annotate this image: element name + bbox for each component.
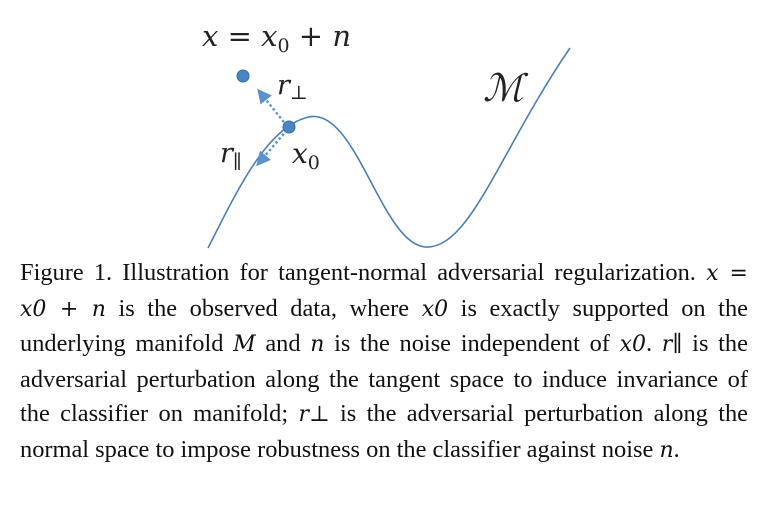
caption-text-6: is the adversarial perturbation along th… <box>20 330 748 428</box>
caption-eq: x = x0 + n <box>20 261 748 322</box>
caption-text-8: . <box>673 435 680 463</box>
caption-text-3: and <box>265 330 301 358</box>
caption-rperp: r⊥ <box>298 402 330 428</box>
noisy-point <box>236 69 250 83</box>
caption-text-1: is the observed data, where <box>118 294 410 322</box>
caption-x0b: x0 <box>619 332 646 358</box>
caption-text-7: is the adversarial perturbation along th… <box>20 400 748 463</box>
r-perp-arrow <box>257 88 288 127</box>
caption-n: n <box>310 332 325 358</box>
caption-manifold: M <box>233 332 256 358</box>
r-perp-label: r⊥ <box>277 70 308 104</box>
manifold-label: ℳ <box>483 66 529 110</box>
x0-label: x0 <box>292 137 320 174</box>
r-parallel-label: r∥ <box>220 138 242 173</box>
caption-title: Illustration for tangent-normal adversar… <box>122 259 696 286</box>
caption-text-4: is the noise independent of <box>334 330 610 358</box>
caption-x0: x0 <box>421 296 449 322</box>
caption-text-2: is exactly supported on the underlying m… <box>20 294 748 358</box>
r-parallel-arrow <box>256 129 288 167</box>
caption-n2: n <box>659 437 674 463</box>
caption-text-5: . <box>646 330 653 358</box>
caption-rpar: r∥ <box>661 332 683 358</box>
manifold-point <box>282 120 296 134</box>
figure-caption: Figure 1. Illustration for tangent-norma… <box>20 256 748 469</box>
manifold-diagram: x = x0 + n ℳ r⊥ r∥ x0 <box>202 19 571 249</box>
equation: x = x0 + n <box>202 19 351 57</box>
caption-label: Figure 1. <box>20 259 113 286</box>
